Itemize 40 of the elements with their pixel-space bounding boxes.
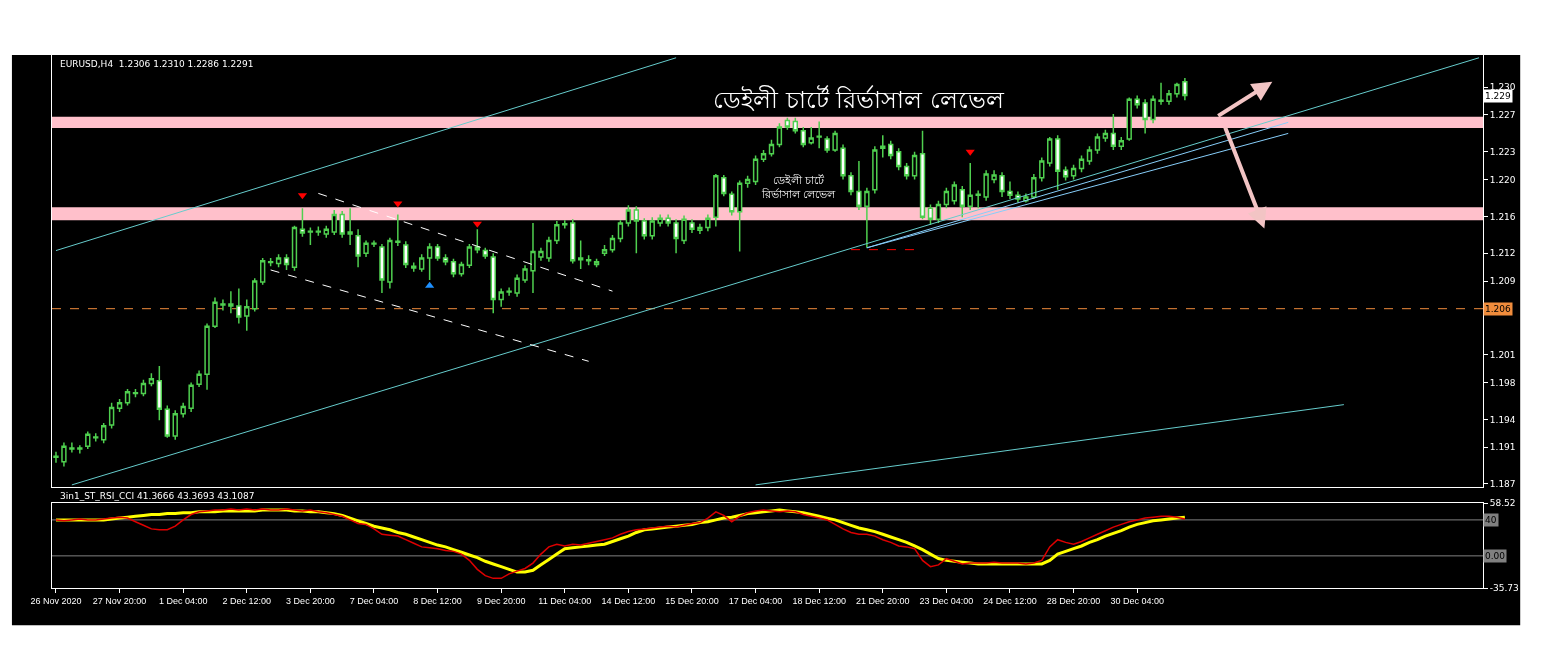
y-tick-label: 1.220: [1489, 174, 1516, 185]
y-tick-label: 1.216: [1489, 211, 1516, 222]
y-tick-label: 1.187: [1489, 479, 1516, 490]
x-tick-label: 11 Dec 04:00: [538, 595, 592, 606]
y-tick-label: 1.223: [1489, 147, 1516, 158]
y-tick-label: 1.198: [1489, 377, 1516, 388]
y-tick-label: 1.212: [1489, 248, 1516, 259]
y-tick-label: 1.191: [1489, 442, 1516, 453]
annotation: 1.229: [1485, 91, 1512, 101]
y-tick-label: 1.230: [1489, 82, 1516, 93]
y-tick-label: 1.209: [1489, 276, 1516, 287]
x-tick-label: 8 Dec 12:00: [413, 595, 462, 606]
y-tick-label: 58.52: [1489, 498, 1516, 509]
y-tick-label: -35.73: [1489, 583, 1519, 594]
x-tick-label: 26 Nov 2020: [30, 595, 82, 606]
x-tick-label: 24 Dec 12:00: [983, 595, 1037, 606]
x-tick-label: 30 Dec 04:00: [1110, 595, 1164, 606]
x-tick-label: 1 Dec 04:00: [158, 595, 208, 606]
x-tick-label: 28 Dec 20:00: [1046, 595, 1101, 606]
x-tick-label: 18 Dec 12:00: [792, 595, 846, 606]
ref-line-label: 1.206: [1485, 304, 1512, 314]
x-tick-label: 17 Dec 04:00: [728, 595, 783, 606]
x-tick-label: 2 Dec 12:00: [222, 595, 272, 606]
ref-line-label: 0.00: [1485, 551, 1506, 561]
y-tick-label: 1.201: [1489, 349, 1516, 360]
ref-line-label: 40: [1485, 515, 1497, 525]
y-tick-label: 1.227: [1489, 110, 1516, 121]
annotation: ডেইলী চার্টে রির্ভাসাল লেভেল: [761, 174, 837, 202]
x-tick-label: 27 Nov 20:00: [92, 595, 147, 606]
chart-title: 3in1_ST_RSI_CCI 41.3666 43.3693 43.1087: [60, 491, 255, 501]
x-tick-label: 7 Dec 04:00: [349, 595, 399, 606]
x-tick-label: 15 Dec 20:00: [665, 595, 719, 606]
x-tick-label: 14 Dec 12:00: [601, 595, 656, 606]
x-tick-label: 21 Dec 20:00: [856, 595, 910, 606]
chart-title: EURUSD,H4 1.2306 1.2310 1.2286 1.2291: [60, 59, 254, 69]
y-tick-label: 1.194: [1489, 414, 1516, 425]
annotation: ডেইলী চার্টে রির্ভাসাল লেভেল: [713, 85, 1005, 114]
x-tick-label: 3 Dec 20:00: [286, 595, 335, 606]
x-tick-label: 23 Dec 04:00: [919, 595, 974, 606]
x-tick-label: 9 Dec 20:00: [476, 595, 526, 606]
